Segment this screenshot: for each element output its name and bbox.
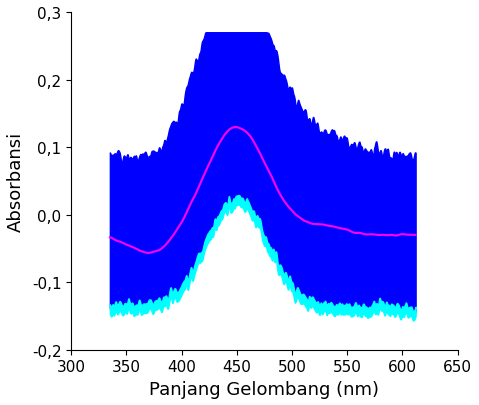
Y-axis label: Absorbansi: Absorbansi <box>7 131 25 231</box>
X-axis label: Panjang Gelombang (nm): Panjang Gelombang (nm) <box>149 380 379 398</box>
